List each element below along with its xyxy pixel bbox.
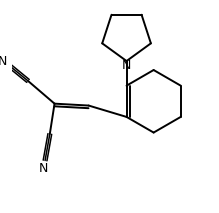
- Text: N: N: [122, 59, 131, 72]
- Text: N: N: [0, 55, 7, 68]
- Text: N: N: [39, 162, 48, 175]
